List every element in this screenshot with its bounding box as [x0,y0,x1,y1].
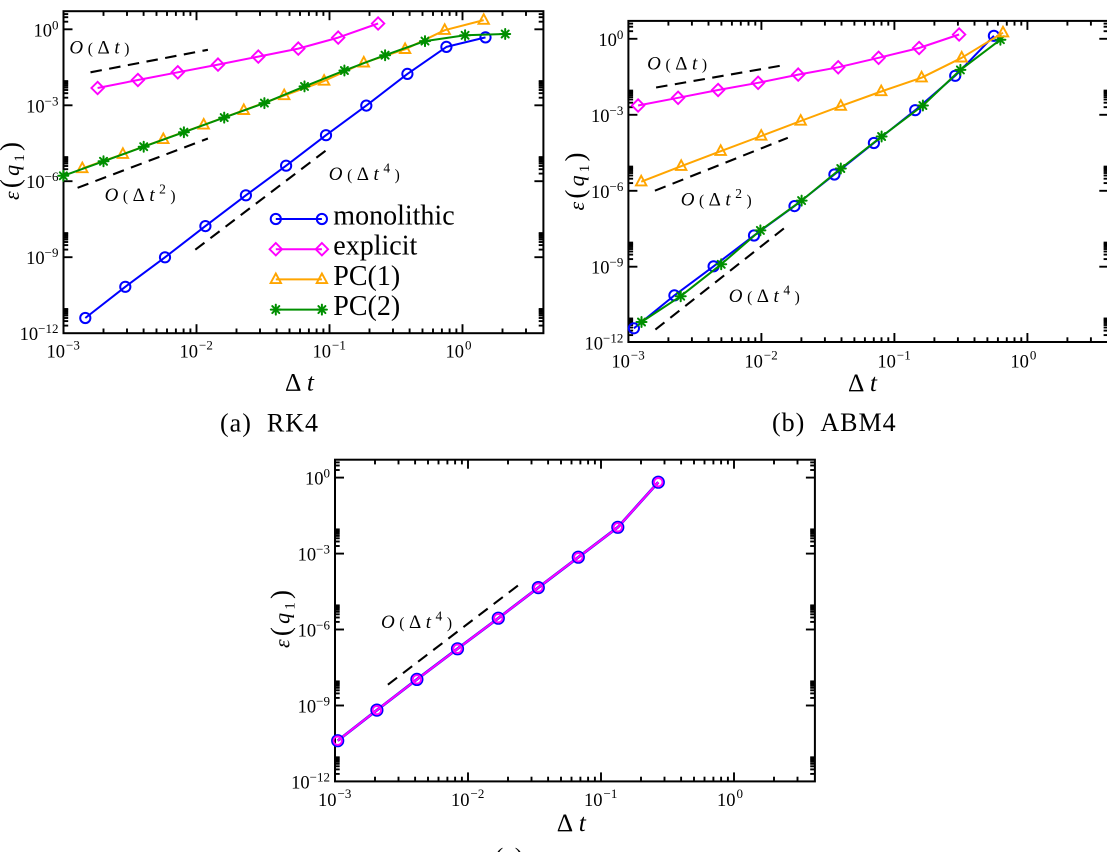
svg-text:O(Δt2): O(Δt 2) [681,186,752,211]
svg-text:10−3: 10−3 [591,103,623,127]
svg-text:PC(1): PC(1) [333,261,400,292]
svg-text:10−6: 10−6 [26,169,59,193]
svg-text:100: 100 [34,17,59,41]
svg-text:O(Δt4): O(Δt 4) [381,609,452,634]
svg-text:10−3: 10−3 [298,542,330,566]
svg-text:10: 10 [318,791,337,811]
svg-text:−3: −3 [338,786,352,801]
svg-text:10: 10 [1010,353,1029,373]
svg-text:10−9: 10−9 [591,255,623,279]
svg-text:Δt: Δt [557,808,587,837]
svg-text:10: 10 [180,343,199,363]
svg-text:(c): (c) [495,843,524,852]
svg-text:10−12: 10−12 [20,321,59,345]
svg-text:10−12: 10−12 [585,331,624,355]
svg-text:monolithic: monolithic [333,200,454,231]
svg-text:100: 100 [305,466,330,490]
svg-text:O(Δt4): O(Δt 4) [729,283,800,308]
svg-text:10−9: 10−9 [26,245,58,269]
svg-text:10: 10 [744,353,763,373]
svg-text:100: 100 [598,27,623,51]
svg-text:10: 10 [877,353,896,373]
svg-text:−2: −2 [471,786,485,801]
svg-text:−2: −2 [764,348,778,363]
svg-text:−3: −3 [66,338,80,353]
svg-text:ε(q1): ε(q1) [266,590,299,648]
svg-text:10−9: 10−9 [298,694,330,718]
svg-text:−1: −1 [897,348,911,363]
svg-text:O(Δt): O(Δt) [69,38,129,59]
svg-text:ε(q1): ε(q1) [0,142,28,200]
svg-text:O(Δt2): O(Δt 2) [105,182,176,207]
svg-text:0: 0 [1030,348,1037,363]
svg-text:10: 10 [47,343,66,363]
svg-text:−3: −3 [631,348,645,363]
svg-text:explicit: explicit [333,231,417,262]
svg-text:Δt: Δt [285,367,315,396]
svg-text:Δt: Δt [848,368,878,397]
svg-text:10−3: 10−3 [26,93,58,117]
svg-text:0: 0 [465,338,472,353]
svg-text:10: 10 [584,791,603,811]
svg-text:10−6: 10−6 [591,179,624,203]
svg-text:10: 10 [611,353,630,373]
svg-text:(a) RK4: (a) RK4 [220,409,319,438]
svg-text:ε(q1): ε(q1) [560,153,593,211]
svg-text:10: 10 [446,343,465,363]
svg-text:O(Δt): O(Δt) [647,54,707,75]
svg-text:−1: −1 [604,786,618,801]
svg-text:(b) ABM4: (b) ABM4 [772,408,897,437]
svg-text:10: 10 [717,791,736,811]
svg-text:PC(2): PC(2) [333,291,400,322]
svg-text:0: 0 [737,786,744,801]
svg-text:10−12: 10−12 [291,770,330,794]
svg-text:10: 10 [313,343,332,363]
svg-text:10−6: 10−6 [298,618,331,642]
svg-text:O(Δt4): O(Δt 4) [329,161,400,186]
svg-text:−2: −2 [199,338,213,353]
svg-text:10: 10 [451,791,470,811]
svg-text:−1: −1 [332,338,346,353]
